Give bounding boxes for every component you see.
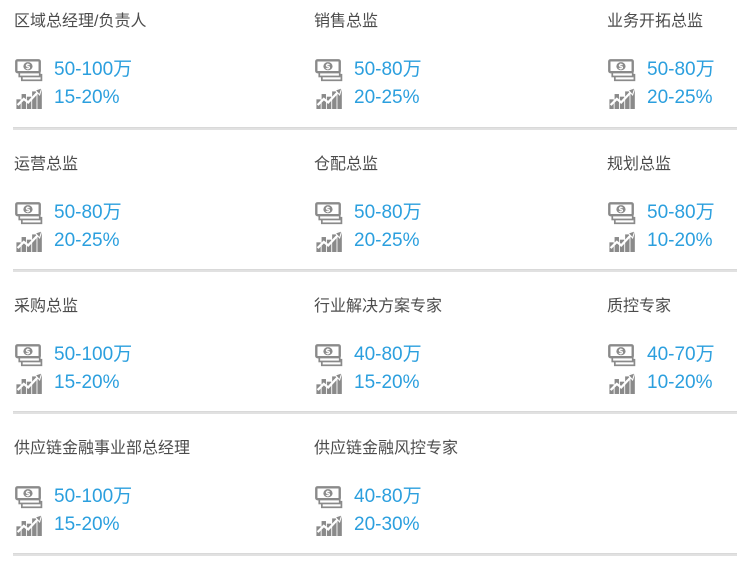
salary-row: 50-80万 (314, 56, 593, 84)
growth-row: 15-20% (14, 84, 300, 112)
bar-chart-trend-icon (607, 230, 637, 252)
salary-row: 40-80万 (314, 483, 593, 511)
money-icon (14, 486, 44, 509)
salary-range: 50-100万 (54, 344, 133, 365)
salary-range: 50-80万 (54, 202, 122, 223)
growth-range: 15-20% (54, 514, 120, 535)
position-card: 销售总监 50-80万 20-25% (300, 13, 593, 112)
money-icon (14, 202, 44, 225)
position-title: 供应链金融风控专家 (314, 440, 459, 457)
position-title: 业务开拓总监 (607, 13, 704, 30)
growth-row: 20-25% (314, 227, 593, 255)
money-icon (607, 202, 637, 225)
bar-chart-trend-icon (14, 372, 44, 394)
salary-range: 50-100万 (54, 59, 133, 80)
salary-range: 40-70万 (647, 344, 715, 365)
bar-chart-trend-icon (14, 87, 44, 109)
salary-range: 50-80万 (647, 202, 715, 223)
growth-range: 20-25% (54, 230, 120, 251)
position-title: 运营总监 (14, 156, 79, 173)
position-title: 规划总监 (607, 156, 672, 173)
bar-chart-trend-icon (314, 87, 344, 109)
salary-row: 50-80万 (314, 199, 593, 227)
position-title: 质控专家 (607, 298, 672, 315)
position-row-3: 采购总监 50-100万 15-20% 行业解决方案专家 40-80万 15-2… (0, 272, 750, 414)
bar-chart-trend-icon (607, 87, 637, 109)
salary-range: 50-80万 (647, 59, 715, 80)
growth-range: 20-30% (354, 514, 420, 535)
bar-chart-trend-icon (14, 230, 44, 252)
salary-row: 50-100万 (14, 341, 300, 369)
money-icon (607, 59, 637, 82)
bar-chart-trend-icon (314, 514, 344, 536)
money-icon (314, 202, 344, 225)
growth-range: 10-20% (647, 230, 713, 251)
money-icon (14, 59, 44, 82)
growth-row: 20-25% (14, 227, 300, 255)
money-icon (314, 59, 344, 82)
salary-row: 40-70万 (607, 341, 750, 369)
position-card: 行业解决方案专家 40-80万 15-20% (300, 298, 593, 397)
salary-range: 40-80万 (354, 344, 422, 365)
money-icon (314, 486, 344, 509)
money-icon (314, 344, 344, 367)
growth-row: 15-20% (14, 511, 300, 539)
position-card: 仓配总监 50-80万 20-25% (300, 156, 593, 255)
salary-row: 50-80万 (607, 199, 750, 227)
bar-chart-trend-icon (14, 514, 44, 536)
growth-range: 15-20% (54, 87, 120, 108)
salary-row: 50-80万 (14, 199, 300, 227)
position-card: 供应链金融事业部总经理 50-100万 15-20% (0, 440, 300, 539)
growth-row: 20-30% (314, 511, 593, 539)
salary-range: 50-100万 (54, 486, 133, 507)
salary-range: 50-80万 (354, 59, 422, 80)
salary-range: 40-80万 (354, 486, 422, 507)
salary-row: 50-100万 (14, 483, 300, 511)
salary-row: 50-100万 (14, 56, 300, 84)
position-title: 仓配总监 (314, 156, 379, 173)
position-card: 业务开拓总监 50-80万 20-25% (593, 13, 750, 112)
position-row-2: 运营总监 50-80万 20-25% 仓配总监 50-80万 20-25% 规划… (0, 130, 750, 272)
growth-row: 15-20% (14, 369, 300, 397)
bar-chart-trend-icon (607, 372, 637, 394)
growth-range: 10-20% (647, 372, 713, 393)
growth-row: 20-25% (314, 84, 593, 112)
position-card: 质控专家 40-70万 10-20% (593, 298, 750, 397)
position-title: 采购总监 (14, 298, 79, 315)
salary-row: 50-80万 (607, 56, 750, 84)
growth-range: 15-20% (54, 372, 120, 393)
money-icon (607, 344, 637, 367)
empty-cell (593, 440, 750, 539)
growth-range: 20-25% (647, 87, 713, 108)
growth-row: 15-20% (314, 369, 593, 397)
position-row-1: 区域总经理/负责人 50-100万 15-20% 销售总监 50-80万 20-… (0, 0, 750, 130)
position-card: 规划总监 50-80万 10-20% (593, 156, 750, 255)
bar-chart-trend-icon (314, 372, 344, 394)
position-card: 采购总监 50-100万 15-20% (0, 298, 300, 397)
growth-row: 10-20% (607, 227, 750, 255)
money-icon (14, 344, 44, 367)
position-card: 运营总监 50-80万 20-25% (0, 156, 300, 255)
position-title: 销售总监 (314, 13, 379, 30)
position-row-4: 供应链金融事业部总经理 50-100万 15-20% 供应链金融风控专家 40-… (0, 414, 750, 556)
position-title: 供应链金融事业部总经理 (14, 440, 191, 457)
position-card: 供应链金融风控专家 40-80万 20-30% (300, 440, 593, 539)
bar-chart-trend-icon (314, 230, 344, 252)
salary-range: 50-80万 (354, 202, 422, 223)
position-title: 行业解决方案专家 (314, 298, 443, 315)
growth-row: 10-20% (607, 369, 750, 397)
position-card: 区域总经理/负责人 50-100万 15-20% (0, 13, 300, 112)
growth-range: 20-25% (354, 230, 420, 251)
salary-row: 40-80万 (314, 341, 593, 369)
growth-range: 20-25% (354, 87, 420, 108)
position-title: 区域总经理/负责人 (14, 13, 147, 30)
growth-row: 20-25% (607, 84, 750, 112)
growth-range: 15-20% (354, 372, 420, 393)
